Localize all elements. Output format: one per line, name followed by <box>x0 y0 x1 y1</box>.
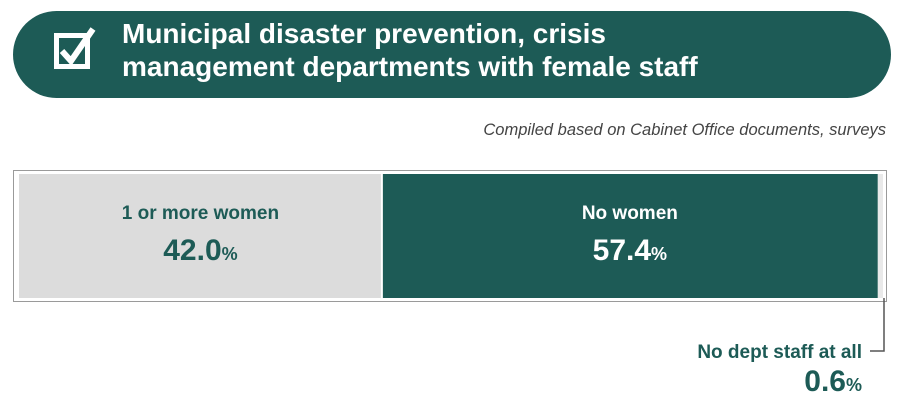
value-label-one-or-more-women: 42.0% <box>163 234 237 267</box>
category-label-one-or-more-women: 1 or more women <box>122 203 279 224</box>
page-title: Municipal disaster prevention, crisis ma… <box>122 17 862 83</box>
bar-no-dept-staff <box>877 174 883 298</box>
source-note: Compiled based on Cabinet Office documen… <box>483 121 886 139</box>
callout-leader-line <box>870 298 885 352</box>
category-label-no-women: No women <box>582 203 678 224</box>
category-label-no-dept-staff: No dept staff at all <box>697 342 862 363</box>
checkbox-check-icon <box>54 27 96 69</box>
title-line-2: management departments with female staff <box>122 51 698 82</box>
bar-one-or-more-women <box>19 174 382 298</box>
bar-no-women <box>381 174 878 298</box>
title-line-1: Municipal disaster prevention, crisis <box>122 18 606 49</box>
value-label-no-women: 57.4% <box>593 234 667 267</box>
value-label-no-dept-staff: 0.6% <box>804 365 862 398</box>
title-banner <box>13 11 891 98</box>
